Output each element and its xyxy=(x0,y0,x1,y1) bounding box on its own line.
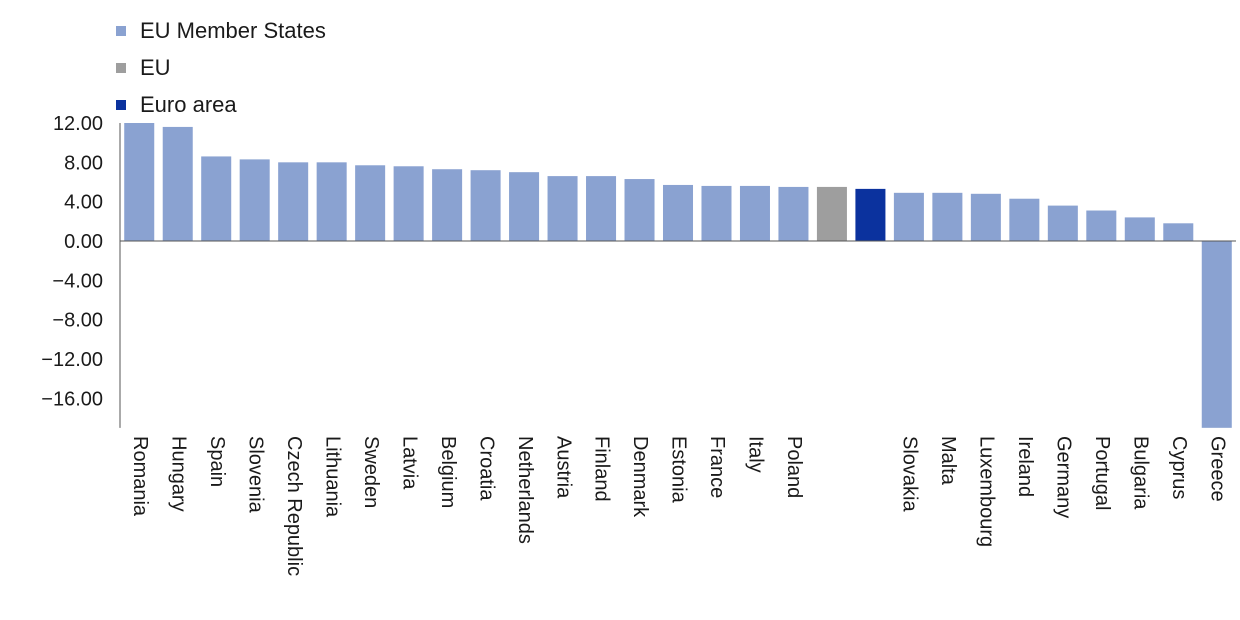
bar xyxy=(662,184,694,241)
x-category-label: Slovenia xyxy=(244,436,266,514)
y-tick-label: 8.00 xyxy=(64,152,103,174)
legend-label-eu: EU xyxy=(140,54,171,80)
bar xyxy=(1009,198,1040,241)
bar xyxy=(624,179,655,241)
bar xyxy=(893,192,924,241)
bar xyxy=(970,193,1001,241)
bar xyxy=(1047,205,1078,241)
y-tick-label: 4.00 xyxy=(64,192,103,214)
legend-swatch-eu xyxy=(116,62,126,73)
legend-item-eu: EU xyxy=(116,49,326,86)
x-category-label: Latvia xyxy=(398,436,420,490)
y-tick-label: −4.00 xyxy=(52,270,103,292)
x-category-label: Finland xyxy=(591,436,613,502)
x-category-label: Netherlands xyxy=(514,436,536,544)
x-category-label: Malta xyxy=(937,436,959,486)
legend-label-euro-area: Euro area xyxy=(140,91,237,117)
bar xyxy=(586,176,617,241)
x-category-label: Denmark xyxy=(629,436,651,518)
bar xyxy=(739,185,770,241)
y-axis-ticks: 12.00 8.00 4.00 0.00 −4.00 −8.00 −12.00 −16.00 xyxy=(41,113,103,410)
bar xyxy=(470,170,501,241)
bar xyxy=(701,185,732,241)
x-category-label: Slovakia xyxy=(899,436,921,512)
bar xyxy=(124,123,155,241)
bar xyxy=(355,165,386,241)
x-category-label: Lithuania xyxy=(321,436,343,518)
x-category-label: Hungary xyxy=(167,436,189,512)
x-category-label: Cyprus xyxy=(1168,436,1190,499)
x-category-label: Poland xyxy=(783,436,805,498)
y-tick-label: 12.00 xyxy=(53,113,103,135)
bar xyxy=(239,159,270,241)
x-category-label: Romania xyxy=(129,436,151,517)
bar xyxy=(932,192,963,241)
bar xyxy=(162,126,193,241)
x-category-label: Austria xyxy=(552,436,574,499)
legend-swatch-euro-area xyxy=(116,99,126,110)
x-category-label: Estonia xyxy=(668,436,690,504)
legend: EU Member States EU Euro area xyxy=(116,12,326,123)
x-category-label: Luxembourg xyxy=(976,436,998,547)
x-category-label: Italy xyxy=(745,436,767,473)
bar xyxy=(201,156,232,241)
x-category-label: Germany xyxy=(1053,436,1075,518)
x-category-label: Greece xyxy=(1206,436,1228,502)
legend-item-member-states: EU Member States xyxy=(116,12,326,49)
bar xyxy=(316,162,347,241)
bar xyxy=(509,172,540,241)
bar xyxy=(816,186,847,241)
bar xyxy=(1201,241,1232,428)
x-category-label: Sweden xyxy=(360,436,382,508)
bar xyxy=(1086,210,1117,241)
legend-swatch-member-states xyxy=(116,25,126,36)
x-category-label: Croatia xyxy=(475,436,497,501)
y-tick-label: −8.00 xyxy=(52,310,103,332)
x-category-label: Ireland xyxy=(1014,436,1036,497)
y-tick-label: 0.00 xyxy=(64,231,103,253)
x-category-label: Bulgaria xyxy=(1130,436,1152,510)
bars xyxy=(124,123,1232,428)
y-tick-label: −12.00 xyxy=(41,349,103,371)
x-category-label: Portugal xyxy=(1091,436,1113,511)
y-tick-label: −16.00 xyxy=(41,388,103,410)
bar xyxy=(1163,223,1194,241)
x-category-label: Czech Republic xyxy=(283,436,305,576)
bar xyxy=(778,186,809,241)
x-category-label: Spain xyxy=(206,436,228,487)
x-category-label: Belgium xyxy=(437,436,459,508)
bar xyxy=(393,166,424,241)
bar xyxy=(278,162,309,241)
x-category-label: France xyxy=(706,436,728,498)
bar xyxy=(547,176,578,241)
bar xyxy=(855,188,886,241)
bar xyxy=(432,169,463,241)
category-labels: Romania Hungary Spain Slovenia Czech Republi… xyxy=(129,436,1229,576)
legend-item-euro-area: Euro area xyxy=(116,86,326,123)
legend-label-member-states: EU Member States xyxy=(140,17,326,43)
bar xyxy=(1124,217,1155,241)
